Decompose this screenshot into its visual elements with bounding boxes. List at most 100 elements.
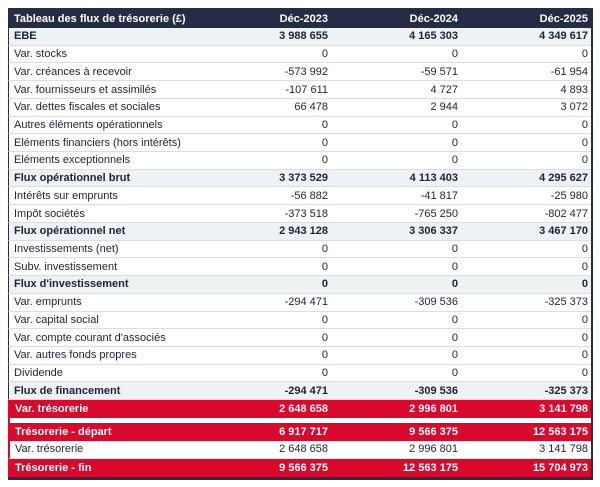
row-value-dec-2023: 0 [321, 154, 328, 167]
row-value-dec-2025: 0 [581, 154, 588, 167]
row-value-dec-2025: 0 [581, 136, 588, 149]
row-value-dec-2025: 12 563 175 [532, 425, 588, 438]
row-value-dec-2025: 0 [581, 48, 588, 61]
row-value-dec-2025: 0 [581, 349, 588, 362]
row-value-dec-2023: -107 611 [285, 83, 328, 96]
treasury-summary-section: Trésorerie - départ 6 917 717 9 566 375 … [8, 422, 591, 477]
row-value-dec-2023: -573 992 [284, 65, 328, 78]
row-value-dec-2025: -25 980 [550, 189, 588, 202]
table-row: Subv. investissement 0 0 0 [8, 258, 591, 277]
row-value-dec-2024: -41 817 [420, 189, 458, 202]
cash-flow-table: Tableau des flux de trésorerie (£) Déc-2… [8, 8, 593, 480]
row-value-dec-2025: 3 141 798 [539, 443, 588, 456]
table-row: Flux d'investissement 0 0 0 [8, 276, 591, 294]
row-label: Flux opérationnel net [14, 225, 126, 238]
table-row: Var. trésorerie 2 648 658 2 996 801 3 14… [8, 440, 591, 459]
row-value-dec-2024: 0 [451, 154, 458, 167]
row-value-dec-2024: 0 [451, 349, 458, 362]
table-row: Autres éléments opérationnels 0 0 0 [8, 116, 591, 135]
table-row: Var. dettes fiscales et sociales 66 478 … [8, 98, 591, 117]
row-label: Var. emprunts [14, 296, 82, 309]
row-value-dec-2025: 0 [581, 331, 588, 344]
row-value-dec-2025: 15 704 973 [532, 461, 588, 474]
row-value-dec-2024: -765 250 [414, 207, 458, 220]
row-value-dec-2023: 2 648 658 [279, 443, 328, 456]
row-label: Intérêts sur emprunts [14, 189, 118, 202]
table-row: Flux opérationnel brut 3 373 529 4 113 4… [8, 169, 591, 188]
column-header-dec-2023: Déc-2023 [279, 12, 328, 25]
section-divider [8, 417, 591, 423]
row-label: Var. trésorerie [15, 402, 89, 415]
row-label: Var. autres fonds propres [14, 349, 137, 362]
row-value-dec-2025: 4 349 617 [539, 30, 588, 43]
row-value-dec-2023: -294 471 [284, 384, 328, 397]
row-value-dec-2023: 6 917 717 [279, 425, 328, 438]
row-value-dec-2023: 0 [321, 48, 328, 61]
row-value-dec-2024: 0 [451, 260, 458, 273]
row-value-dec-2025: 0 [581, 313, 588, 326]
table-title: Tableau des flux de trésorerie (£) [14, 12, 186, 25]
row-value-dec-2024: 9 566 375 [409, 425, 458, 438]
row-label: Var. stocks [14, 48, 67, 61]
row-value-dec-2024: 2 944 [430, 101, 458, 114]
row-label: Var. créances à recevoir [14, 65, 132, 78]
row-value-dec-2023: 9 566 375 [279, 461, 328, 474]
row-value-dec-2025: 0 [581, 260, 588, 273]
row-value-dec-2024: 0 [451, 242, 458, 255]
row-value-dec-2025: -802 477 [544, 207, 588, 220]
row-value-dec-2023: 0 [321, 313, 328, 326]
table-row: Dividende 0 0 0 [8, 364, 591, 383]
table-row: Var. emprunts -294 471 -309 536 -325 373 [8, 293, 591, 312]
row-value-dec-2025: -325 373 [544, 296, 588, 309]
row-value-dec-2023: 0 [321, 367, 328, 380]
column-header-dec-2024: Déc-2024 [409, 12, 458, 25]
row-value-dec-2023: 0 [321, 118, 328, 131]
table-row: Var. autres fonds propres 0 0 0 [8, 346, 591, 365]
row-value-dec-2024: 0 [451, 48, 458, 61]
row-value-dec-2025: -61 954 [550, 65, 588, 78]
row-value-dec-2023: -294 471 [284, 296, 328, 309]
row-value-dec-2024: 0 [451, 118, 458, 131]
row-label: Investissements (net) [14, 242, 119, 255]
row-value-dec-2024: 4 113 403 [409, 172, 458, 185]
row-label: Autres éléments opérationnels [14, 118, 163, 131]
row-value-dec-2025: 0 [581, 242, 588, 255]
row-value-dec-2024: 4 727 [430, 83, 458, 96]
table-row: Trésorerie - départ 6 917 717 9 566 375 … [8, 422, 591, 441]
row-value-dec-2023: 2 943 128 [279, 225, 328, 238]
row-value-dec-2024: 2 996 801 [409, 443, 458, 456]
row-label: Flux d'investissement [14, 278, 129, 291]
row-value-dec-2023: 0 [321, 331, 328, 344]
row-value-dec-2024: -309 536 [414, 384, 458, 397]
table-row: Flux de financement -294 471 -309 536 -3… [8, 382, 591, 401]
row-value-dec-2024: 0 [451, 367, 458, 380]
row-value-dec-2024: 0 [451, 278, 458, 291]
table-row: EBE 3 988 655 4 165 303 4 349 617 [8, 28, 591, 46]
row-value-dec-2024: 12 563 175 [402, 461, 458, 474]
table-header-row: Tableau des flux de trésorerie (£) Déc-2… [8, 9, 591, 28]
row-value-dec-2025: -325 373 [544, 384, 588, 397]
row-value-dec-2023: 0 [321, 242, 328, 255]
table-row: Var. fournisseurs et assimilés -107 611 … [8, 81, 591, 99]
row-value-dec-2023: 2 648 658 [279, 402, 328, 415]
row-value-dec-2025: 4 893 [560, 83, 588, 96]
row-value-dec-2025: 4 295 627 [539, 172, 588, 185]
table-row: Eléments exceptionnels 0 0 0 [8, 152, 591, 170]
row-value-dec-2023: -373 518 [284, 207, 328, 220]
table-row: Var. compte courant d'associés 0 0 0 [8, 329, 591, 347]
table-row: Eléments financiers (hors intérêts) 0 0 … [8, 134, 591, 153]
row-value-dec-2024: 3 306 337 [409, 225, 458, 238]
row-value-dec-2023: 0 [321, 136, 328, 149]
row-value-dec-2025: 0 [581, 278, 588, 291]
row-label: Subv. investissement [14, 260, 118, 273]
row-label: Var. dettes fiscales et sociales [14, 101, 161, 114]
row-value-dec-2025: 0 [581, 367, 588, 380]
table-row: Var. trésorerie 2 648 658 2 996 801 3 14… [8, 400, 591, 418]
row-value-dec-2023: 66 478 [294, 101, 328, 114]
row-label: Var. capital social [14, 313, 99, 326]
row-value-dec-2023: 0 [321, 278, 328, 291]
table-row: Var. capital social 0 0 0 [8, 311, 591, 330]
table-row: Intérêts sur emprunts -56 882 -41 817 -2… [8, 187, 591, 206]
table-row: Var. stocks 0 0 0 [8, 45, 591, 64]
row-value-dec-2025: 3 141 798 [539, 402, 588, 415]
